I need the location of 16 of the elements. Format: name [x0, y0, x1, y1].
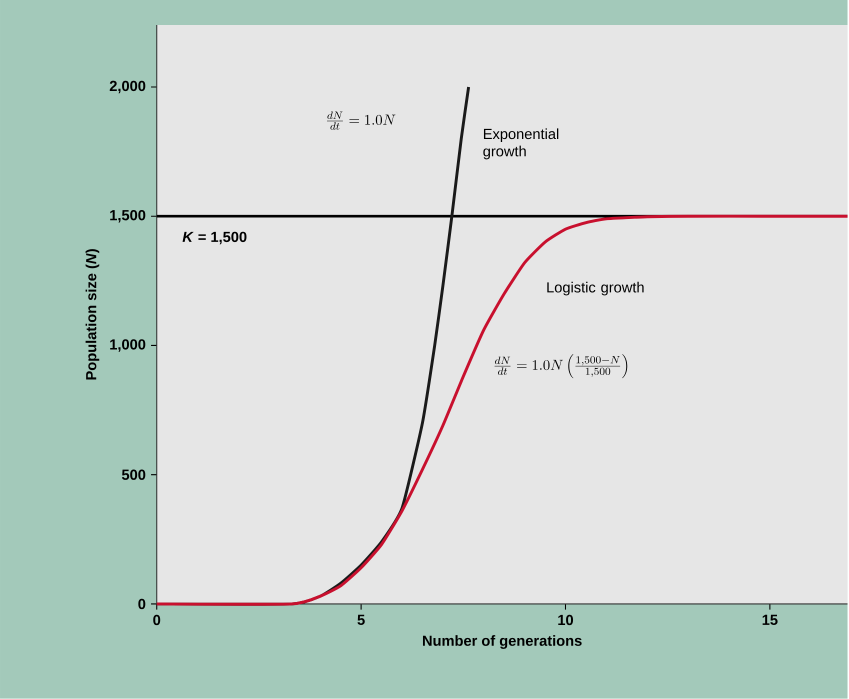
x-tick-label: 5 — [358, 614, 365, 626]
y-tick-label: 1,500 — [110, 210, 146, 223]
y-axis-title: Population size (N) — [86, 249, 100, 380]
y-tick-label: 2,000 — [110, 80, 146, 94]
y-tick-label: 500 — [122, 470, 146, 480]
y-tick-label: 1,000 — [110, 339, 146, 352]
x-tick-label: 15 — [762, 614, 778, 626]
text: Logistic growth — [547, 282, 644, 296]
x-tick-label: 10 — [558, 614, 574, 626]
annotation: $\frac{dN}{dt} = 1.0N$ — [326, 112, 396, 130]
x-tick-label: 0 — [153, 614, 160, 626]
series-label: Exponential growth — [483, 128, 558, 160]
ref-line-label: K = 1,500 — [182, 232, 246, 244]
annotation: $\frac{dN}{dt} = 1.0N \left(\frac{1{,}500 - N}{1{,}500}\right)$ — [494, 354, 628, 378]
x-axis-title: Number of generations — [422, 635, 582, 649]
y-tick-label: 0 — [138, 598, 146, 610]
